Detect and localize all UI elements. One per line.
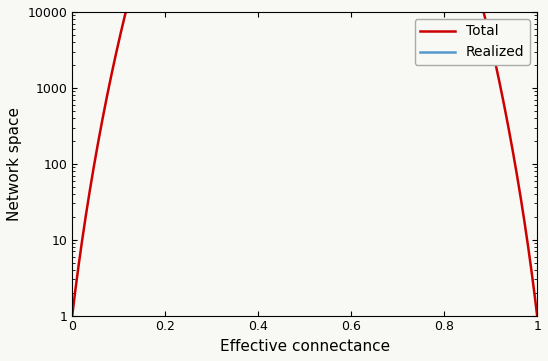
X-axis label: Effective connectance: Effective connectance — [220, 339, 390, 354]
Legend: Total, Realized: Total, Realized — [415, 19, 530, 65]
Total — [69, 313, 76, 318]
Total — [93, 152, 99, 157]
Total — [521, 214, 527, 218]
Line: Total: Total — [72, 0, 537, 316]
Total — [521, 216, 527, 220]
Y-axis label: Network space: Network space — [7, 107, 22, 221]
Total — [534, 313, 540, 318]
